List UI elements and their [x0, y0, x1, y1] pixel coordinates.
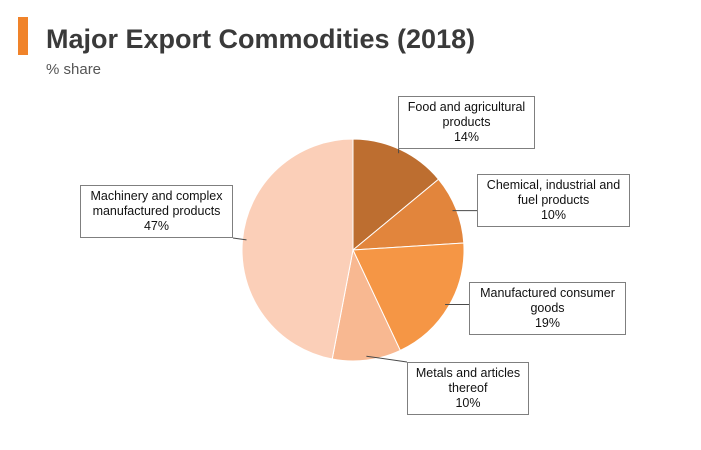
pie-slice-machinery-and-complex-manufactured-products: [241, 138, 354, 360]
slice-label-chemical-industrial-fuel: Chemical, industrial and fuel products 1…: [477, 174, 630, 227]
slice-label-line: fuel products: [517, 193, 590, 207]
chart-title: Major Export Commodities (2018): [46, 24, 476, 54]
slice-value-label: 10%: [540, 208, 567, 222]
slice-label-manufactured-consumer-goods: Manufactured consumer goods 19%: [469, 282, 626, 335]
slice-label-line: Chemical, industrial and: [486, 178, 621, 192]
slice-label-line: goods: [530, 301, 565, 315]
pie-slices: [241, 138, 465, 362]
slice-label-line: Food and agricultural: [407, 100, 526, 114]
slice-label-line: Metals and articles: [415, 366, 521, 380]
leader-line-machinery-and-complex-manufactured-products: [232, 237, 247, 241]
slice-label-food-agricultural: Food and agricultural products 14%: [398, 96, 535, 149]
title-accent-bar: [18, 17, 28, 55]
slice-label-machinery-complex: Machinery and complex manufactured produ…: [80, 185, 233, 238]
slice-value-label: 14%: [453, 130, 480, 144]
slice-label-line: manufactured products: [92, 204, 221, 218]
slice-label-line: Manufactured consumer: [480, 286, 615, 300]
pie-slice-food-and-agricultural-products: [352, 138, 440, 252]
leader-line-metals-and-articles-thereof: [366, 355, 408, 363]
slice-value-label: 10%: [455, 396, 481, 410]
slice-label-metals-articles: Metals and articles thereof 10%: [407, 362, 529, 415]
slice-value-label: 47%: [143, 219, 170, 233]
slice-label-line: Machinery and complex: [90, 189, 223, 203]
slice-value-label: 19%: [534, 316, 561, 330]
leader-lines: [232, 149, 477, 363]
slice-label-line: thereof: [448, 381, 488, 395]
slice-label-line: products: [442, 115, 491, 129]
pie-slice-manufactured-consumer-goods: [352, 242, 465, 352]
chart-subtitle: % share: [46, 61, 102, 78]
